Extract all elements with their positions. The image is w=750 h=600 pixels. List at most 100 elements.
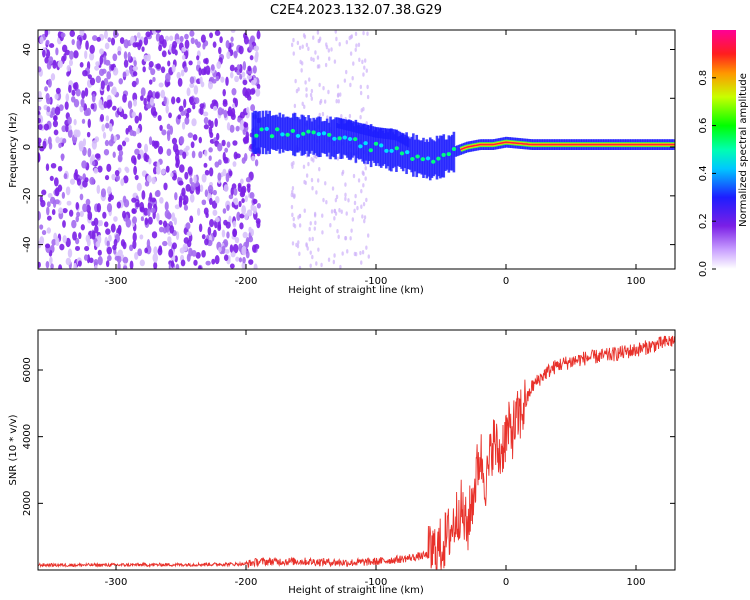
spectrogram-noise-speckle: [54, 106, 61, 116]
spectrogram-noise-speckle: [198, 265, 202, 269]
spectrogram-noise-speckle: [38, 210, 41, 221]
spectrogram-noise-speckle: [81, 118, 86, 124]
spectrogram-noise-speckle: [38, 117, 41, 124]
spectrogram-noise-speckle: [58, 142, 62, 149]
spectrogram-noise-speckle: [97, 255, 103, 266]
spectrogram-noise-speckle: [193, 259, 198, 266]
spectrogram-faint-speckle: [298, 251, 301, 257]
spectrogram-noise-speckle: [185, 184, 191, 192]
spectrogram-noise-speckle: [184, 33, 189, 40]
spectrogram-band-segment: [432, 140, 435, 177]
spectrogram-faint-speckle: [354, 31, 358, 37]
spectrogram-faint-speckle: [325, 42, 328, 47]
spectrogram-noise-speckle: [76, 39, 81, 49]
spectrogram-band-segment: [454, 146, 457, 157]
spectrogram-noise-speckle: [89, 44, 95, 54]
spectrogram-faint-speckle: [291, 189, 294, 195]
spectrogram-noise-speckle: [106, 240, 110, 247]
spectrogram-band-segment: [452, 131, 456, 173]
spectrogram-noise-speckle: [168, 112, 172, 119]
spectrogram-ridge-blob: [451, 147, 457, 152]
spectrogram-noise-speckle: [110, 223, 116, 233]
spectrogram-faint-speckle: [363, 215, 367, 220]
spectrogram-noise-speckle: [241, 71, 246, 78]
spectrogram-noise-speckle: [105, 260, 110, 268]
spectrogram-noise-speckle: [152, 111, 158, 116]
spectrogram-noise-speckle: [212, 105, 218, 111]
snr-y-tick-label: 4000: [22, 424, 33, 449]
spectrogram-noise-speckle: [132, 216, 138, 224]
spectrogram-noise-speckle: [50, 162, 57, 169]
spectrogram-noise-speckle: [166, 148, 172, 156]
spectrogram-noise-speckle: [199, 106, 204, 116]
spectrogram-noise-speckle: [112, 53, 118, 62]
spectrogram-noise-speckle: [99, 55, 104, 65]
spectrogram-noise-speckle: [215, 195, 220, 204]
spectrogram-noise-speckle: [76, 211, 81, 218]
spectrogram-faint-speckle: [324, 62, 328, 68]
spectrogram-faint-speckle: [304, 180, 307, 186]
spectrogram-faint-speckle: [305, 242, 308, 247]
spectrogram-noise-speckle: [212, 209, 218, 216]
spectrogram-noise-speckle: [222, 88, 226, 97]
spectrogram-noise-speckle: [64, 101, 69, 110]
spectrogram-noise-speckle: [97, 165, 103, 173]
spectrogram-noise-speckle: [113, 216, 118, 222]
spectrogram-band-segment: [271, 115, 275, 150]
spectrogram-noise-speckle: [101, 124, 106, 132]
spectrogram-x-axis-label: Height of straight line (km): [288, 285, 424, 296]
spectrogram-noise-speckle: [75, 202, 80, 210]
spectrogram-band-segment: [254, 110, 258, 155]
spectrogram-noise-speckle: [113, 238, 118, 247]
spectrogram-faint-speckle: [358, 57, 361, 63]
spectrogram-noise-speckle: [226, 122, 231, 131]
spectrogram-noise-speckle: [198, 136, 203, 144]
spectrogram-x-tick-label: -200: [235, 276, 258, 287]
spectrogram-noise-speckle: [57, 60, 63, 69]
spectrogram-faint-speckle: [359, 84, 363, 90]
spectrogram-noise-speckle: [216, 132, 220, 141]
spectrogram-noise-speckle: [190, 182, 196, 192]
spectrogram-band-segment: [324, 120, 327, 154]
spectrogram-ridge-blob: [280, 132, 285, 137]
spectrogram-noise-speckle: [95, 61, 100, 67]
spectrogram-faint-speckle: [309, 250, 312, 255]
spectrogram-ridge-blob: [321, 131, 327, 136]
spectrogram-faint-speckle: [291, 186, 295, 191]
spectrogram-noise-speckle: [191, 150, 196, 159]
snr-x-axis-label: Height of straight line (km): [288, 585, 424, 596]
spectrogram-noise-speckle: [196, 207, 201, 216]
spectrogram-noise-speckle: [239, 213, 245, 219]
spectrogram-noise-speckle: [129, 65, 133, 75]
spectrogram-noise-speckle: [190, 37, 195, 45]
spectrogram-faint-speckle: [302, 164, 306, 169]
spectrogram-faint-speckle: [327, 48, 331, 53]
spectrogram-noise-speckle: [124, 137, 130, 143]
spectrogram-ridge-blob: [269, 134, 275, 139]
spectrogram-noise-speckle: [239, 73, 243, 80]
spectrogram-upper-branch-segment: [339, 118, 342, 129]
spectrogram-faint-speckle: [345, 69, 348, 75]
spectrogram-upper-branch-segment: [369, 125, 373, 137]
spectrogram-faint-speckle: [334, 197, 338, 203]
spectrogram-ridge-blob: [363, 141, 368, 146]
spectrogram-noise-speckle: [153, 261, 158, 269]
spectrogram-faint-speckle: [308, 77, 311, 82]
spectrogram-ridge-blob: [410, 156, 415, 161]
spectrogram-noise-speckle: [121, 140, 127, 147]
spectrogram-faint-speckle: [362, 171, 365, 177]
spectrogram-faint-speckle: [365, 121, 368, 126]
spectrogram-noise-speckle: [125, 167, 130, 174]
spectrogram-noise-speckle: [59, 243, 65, 251]
spectrogram-noise-speckle: [225, 76, 229, 86]
spectrogram-noise-speckle: [110, 64, 115, 71]
spectrogram-noise-speckle: [232, 140, 238, 146]
spectrogram-noise-speckle: [246, 95, 252, 101]
spectrogram-band-segment: [383, 133, 386, 165]
spectrogram-noise-speckle: [140, 216, 145, 222]
spectrogram-noise-speckle: [39, 224, 44, 230]
spectrogram-noise-speckle: [256, 83, 261, 90]
snr-x-tick-label: 100: [626, 577, 645, 588]
spectrogram-noise-speckle: [122, 256, 129, 264]
spectrogram-faint-speckle: [310, 88, 314, 94]
